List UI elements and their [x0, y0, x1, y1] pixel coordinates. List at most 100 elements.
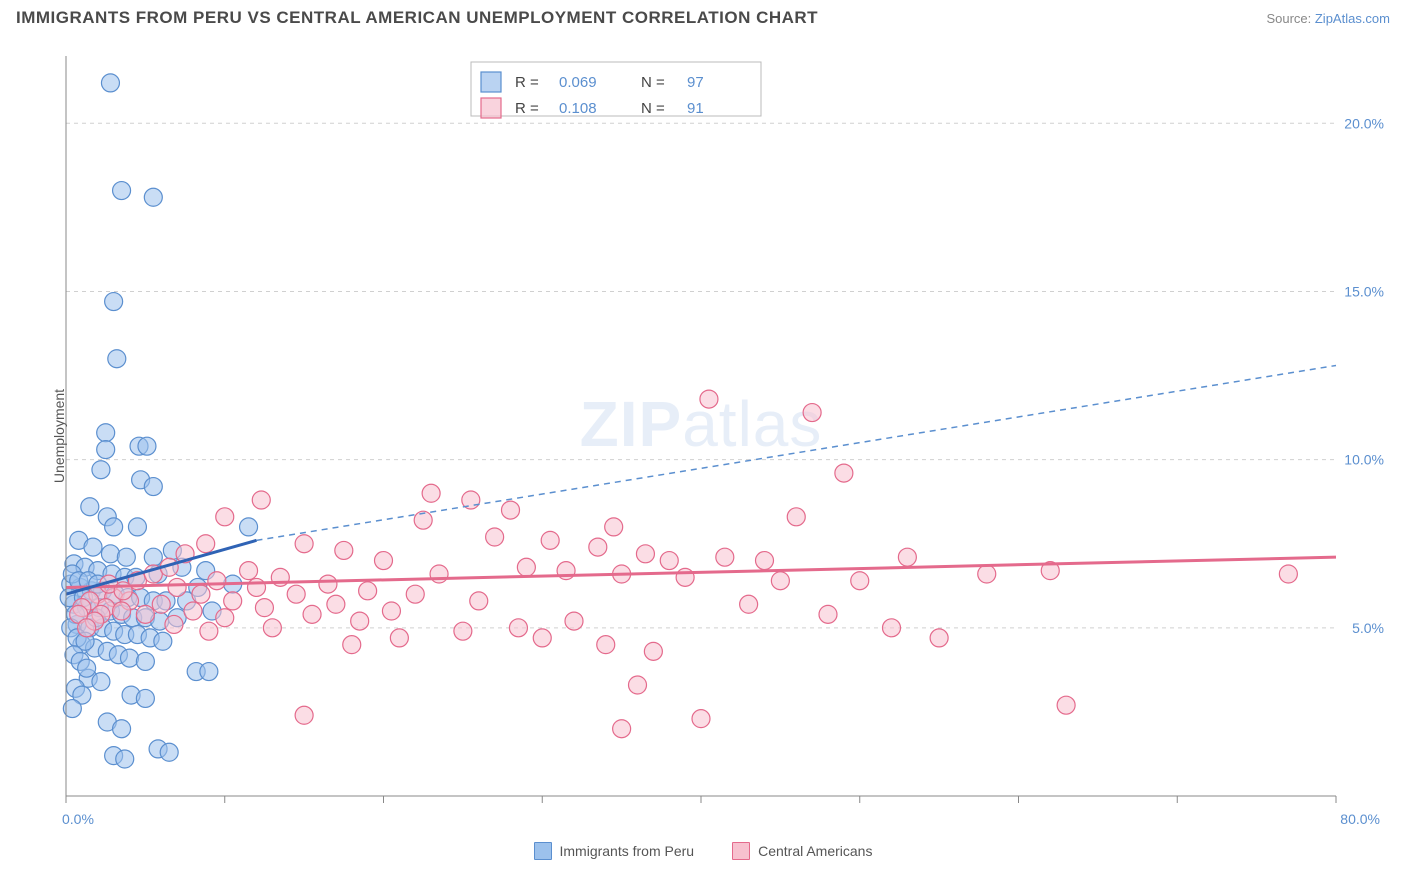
y-axis-label: Unemployment [51, 389, 67, 483]
data-point [636, 545, 654, 563]
data-point [351, 612, 369, 630]
data-point [240, 562, 258, 580]
data-point [184, 602, 202, 620]
data-point [486, 528, 504, 546]
data-point [154, 632, 172, 650]
legend-n-value: 97 [687, 74, 704, 91]
data-point [252, 491, 270, 509]
legend-r-label: R = [515, 74, 539, 91]
data-point [105, 518, 123, 536]
data-point [454, 622, 472, 640]
data-point [390, 629, 408, 647]
data-point [978, 565, 996, 583]
legend-n-value: 91 [687, 100, 704, 117]
data-point [116, 750, 134, 768]
data-point [359, 582, 377, 600]
data-point [382, 602, 400, 620]
data-point [883, 619, 901, 637]
data-point [700, 390, 718, 408]
data-point [144, 548, 162, 566]
data-point [168, 578, 186, 596]
data-point [406, 585, 424, 603]
data-point [629, 676, 647, 694]
data-point [200, 622, 218, 640]
scatter-chart: 5.0%10.0%15.0%20.0%ZIPatlas0.0%80.0%R =0… [16, 36, 1390, 836]
data-point [541, 531, 559, 549]
data-point [121, 649, 139, 667]
data-point [319, 575, 337, 593]
data-point [192, 585, 210, 603]
data-point [216, 609, 234, 627]
data-point [589, 538, 607, 556]
data-point [128, 518, 146, 536]
data-point [1057, 696, 1075, 714]
data-point [335, 541, 353, 559]
legend-item: Immigrants from Peru [534, 842, 695, 860]
data-point [78, 619, 96, 637]
data-point [101, 74, 119, 92]
legend-label: Central Americans [758, 843, 872, 859]
data-point [152, 595, 170, 613]
data-point [78, 659, 96, 677]
data-point [144, 188, 162, 206]
data-point [200, 663, 218, 681]
legend-swatch [481, 72, 501, 92]
x-tick-label: 0.0% [62, 811, 94, 827]
data-point [898, 548, 916, 566]
data-point [113, 182, 131, 200]
data-point [533, 629, 551, 647]
data-point [136, 652, 154, 670]
data-point [113, 602, 131, 620]
y-tick-label: 15.0% [1344, 283, 1384, 299]
data-point [422, 484, 440, 502]
data-point [716, 548, 734, 566]
stats-legend: R =0.069N =97R =0.108N =91 [471, 62, 761, 118]
data-point [756, 552, 774, 570]
legend-r-value: 0.108 [559, 100, 597, 117]
data-point [208, 572, 226, 590]
data-point [81, 498, 99, 516]
data-point [470, 592, 488, 610]
gridlines [66, 123, 1336, 628]
data-point [930, 629, 948, 647]
data-point [160, 743, 178, 761]
data-point [692, 710, 710, 728]
legend-swatch [534, 842, 552, 860]
source-link[interactable]: ZipAtlas.com [1315, 11, 1390, 26]
data-point [819, 605, 837, 623]
data-point [136, 605, 154, 623]
data-point [101, 545, 119, 563]
data-point [263, 619, 281, 637]
series-legend: Immigrants from Peru Central Americans [0, 842, 1406, 860]
data-point [92, 461, 110, 479]
data-point [740, 595, 758, 613]
data-point [835, 464, 853, 482]
data-point [851, 572, 869, 590]
data-point [295, 535, 313, 553]
data-point [105, 293, 123, 311]
legend-r-value: 0.069 [559, 74, 597, 91]
data-point [255, 599, 273, 617]
data-point [248, 578, 266, 596]
data-point [117, 548, 135, 566]
legend-item: Central Americans [732, 842, 872, 860]
y-tick-label: 5.0% [1352, 620, 1384, 636]
data-point [165, 615, 183, 633]
source-attribution: Source: ZipAtlas.com [1266, 11, 1390, 26]
data-point [644, 642, 662, 660]
data-point [197, 535, 215, 553]
data-point [605, 518, 623, 536]
data-point [136, 689, 154, 707]
data-point [84, 538, 102, 556]
data-point [660, 552, 678, 570]
data-point [303, 605, 321, 623]
data-point [97, 441, 115, 459]
legend-swatch [481, 98, 501, 118]
data-point [565, 612, 583, 630]
legend-n-label: N = [641, 100, 665, 117]
data-point [327, 595, 345, 613]
data-point [613, 720, 631, 738]
chart-title: IMMIGRANTS FROM PERU VS CENTRAL AMERICAN… [16, 8, 818, 28]
data-point [144, 478, 162, 496]
data-point [343, 636, 361, 654]
